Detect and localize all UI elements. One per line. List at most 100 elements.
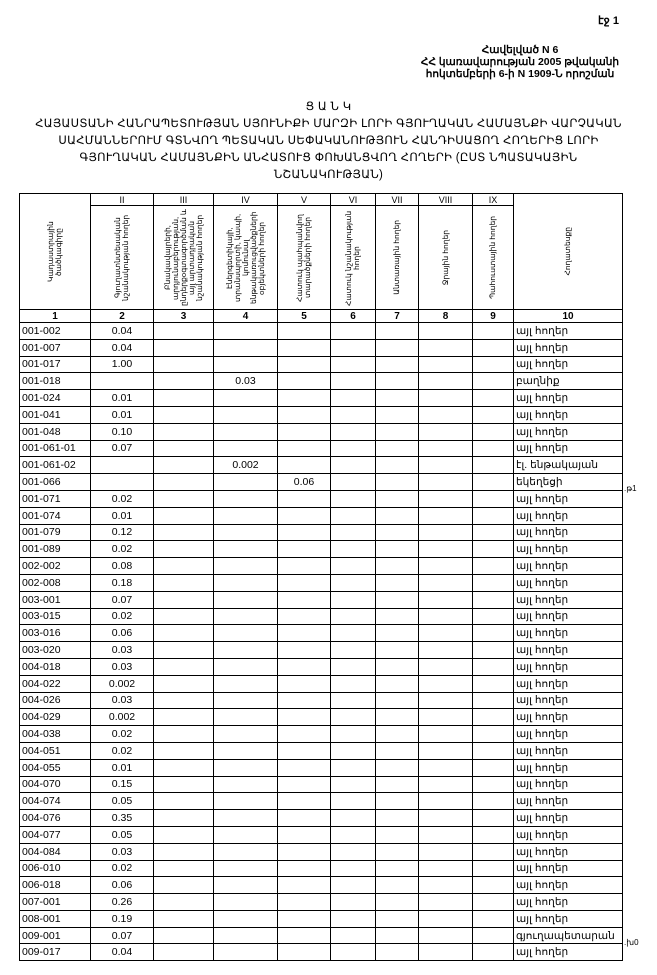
area-cell: 0.02	[90, 859, 154, 878]
area-cell: 0.01	[90, 506, 154, 525]
table-row: 009-001 0.07 գյուղապետարան	[19, 926, 623, 945]
area-cell	[418, 708, 473, 727]
area-cell	[153, 741, 214, 760]
table-row: 008-001 0.19 այլ հողեր	[19, 909, 623, 928]
area-cell	[375, 590, 419, 609]
column-number-row: 1 2 3 4 5 6 7 8 9 10	[19, 309, 623, 323]
cadastral-code-cell: 007-001	[19, 893, 91, 911]
land-type-cell: այլ հողեր	[513, 943, 623, 962]
table-row: 001-024 0.01 այլ հողեր	[19, 389, 623, 407]
area-cell	[472, 691, 514, 710]
area-cell	[213, 876, 278, 895]
table-row: 004-084 0.03 այլ հողեր	[19, 842, 623, 861]
area-cell	[330, 389, 376, 407]
column-header: Ջրային հողեր	[418, 205, 473, 310]
area-cell	[418, 540, 473, 559]
area-cell	[277, 725, 331, 743]
area-cell	[330, 943, 376, 962]
area-cell	[418, 573, 473, 592]
area-cell	[213, 624, 278, 643]
area-cell	[330, 405, 376, 424]
area-cell	[277, 322, 331, 340]
area-cell	[418, 557, 473, 575]
column-number: 5	[277, 309, 331, 323]
area-cell	[330, 691, 376, 710]
cadastral-code-cell: 001-018	[19, 372, 91, 391]
cadastral-code-cell: 001-071	[19, 489, 91, 508]
area-cell	[375, 876, 419, 895]
area-cell	[418, 691, 473, 710]
area-cell	[153, 809, 214, 827]
cadastral-code-cell: 008-001	[19, 909, 91, 928]
table-row: 001-007 0.04 այլ հողեր	[19, 338, 623, 357]
title-line: ՍԱՀՄԱՆՆԵՐՈՒՄ ԳՏՆՎՈՂ ՊԵՏԱԿԱՆ ՍԵՓԱԿԱՆՈՒԹՅՈ…	[58, 135, 599, 147]
cadastral-code-cell: 003-001	[19, 590, 91, 609]
roman-numeral: V	[277, 193, 331, 206]
area-cell	[277, 825, 331, 844]
margin-mark: .խ0	[624, 938, 639, 947]
area-cell	[472, 893, 514, 911]
land-type-cell: այլ հողեր	[513, 859, 623, 878]
column-number: 6	[330, 309, 376, 323]
column-header: Պահուստային հողեր	[472, 205, 514, 310]
area-cell	[472, 557, 514, 575]
area-cell	[277, 657, 331, 676]
area-cell	[472, 792, 514, 811]
table-row: 001-079 0.12 այլ հողեր	[19, 523, 623, 542]
land-type-cell: այլ հողեր	[513, 893, 623, 911]
area-cell	[418, 439, 473, 458]
cadastral-code-cell: 001-066	[19, 473, 91, 491]
area-cell	[213, 893, 278, 911]
area-cell	[472, 523, 514, 542]
cadastral-code-cell: 001-002	[19, 322, 91, 340]
cadastral-code-cell: 003-016	[19, 624, 91, 643]
area-cell	[472, 641, 514, 659]
cadastral-code-cell: 001-061-02	[19, 456, 91, 475]
area-cell: 0.05	[90, 792, 154, 811]
column-number: 7	[375, 309, 419, 323]
area-cell	[213, 809, 278, 827]
cadastral-code-cell: 002-002	[19, 557, 91, 575]
table-row: 001-002 0.04 այլ հողեր	[19, 322, 623, 340]
area-cell	[277, 456, 331, 475]
area-cell	[418, 943, 473, 962]
area-cell	[375, 389, 419, 407]
cadastral-code-cell: 009-001	[19, 926, 91, 945]
area-cell	[472, 355, 514, 374]
area-cell: 0.02	[90, 741, 154, 760]
roman-numeral: IV	[213, 193, 278, 206]
area-cell	[418, 322, 473, 340]
area-cell	[153, 943, 214, 962]
annex-line: ՀՀ կառավարության 2005 թվականի	[420, 56, 620, 68]
cadastral-code-cell: 001-089	[19, 540, 91, 559]
area-cell	[213, 825, 278, 844]
area-cell	[153, 674, 214, 693]
table-row: 001-089 0.02 այլ հողեր	[19, 540, 623, 559]
area-cell: 0.10	[90, 422, 154, 441]
area-cell	[153, 355, 214, 374]
land-type-cell: գյուղապետարան	[513, 926, 623, 945]
area-cell	[472, 405, 514, 424]
area-cell	[418, 842, 473, 861]
roman-header-row: Կադաստրային ծածկագիրը II III IV V VI VII VIII IX…	[19, 193, 623, 310]
area-cell	[472, 876, 514, 895]
column-number: 9	[472, 309, 514, 323]
area-cell	[472, 372, 514, 391]
cadastral-code-cell: 003-020	[19, 641, 91, 659]
column-number: 1	[19, 309, 91, 323]
area-cell	[330, 842, 376, 861]
area-cell	[330, 792, 376, 811]
land-type-cell: այլ հողեր	[513, 624, 623, 643]
area-cell: 0.02	[90, 725, 154, 743]
area-cell	[472, 624, 514, 643]
area-cell	[330, 775, 376, 794]
area-cell: 0.01	[90, 405, 154, 424]
area-cell	[375, 523, 419, 542]
land-type-cell: այլ հողեր	[513, 540, 623, 559]
area-cell	[330, 439, 376, 458]
land-type-cell: այլ հողեր	[513, 422, 623, 441]
area-cell	[213, 641, 278, 659]
area-cell: 0.18	[90, 573, 154, 592]
area-cell	[330, 456, 376, 475]
area-cell	[213, 439, 278, 458]
